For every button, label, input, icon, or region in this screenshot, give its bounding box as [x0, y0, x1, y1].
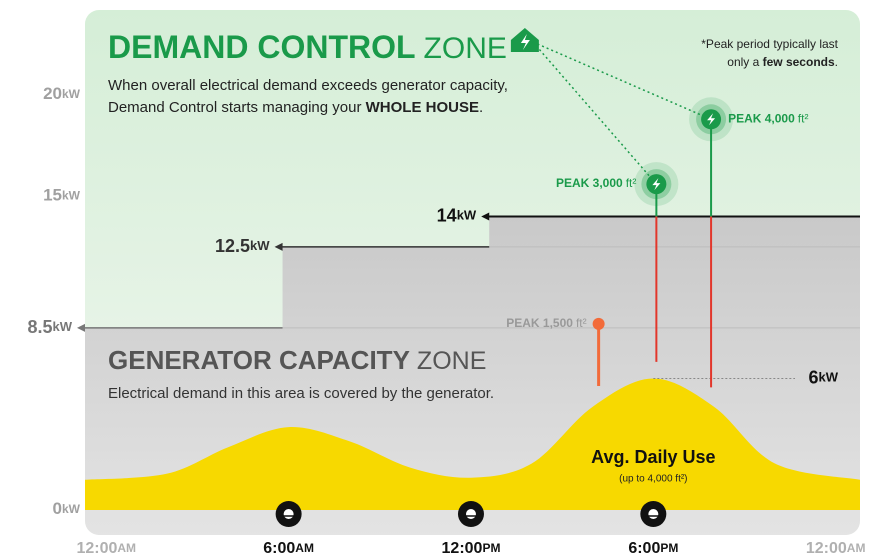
x-tick-label-part: 12:00 — [442, 540, 483, 557]
area — [85, 378, 860, 510]
demand-text-part: WHOLE HOUSE — [366, 99, 479, 116]
y-tick-label-part: kW — [62, 502, 81, 516]
peak-label-part: ft² — [798, 111, 809, 125]
house-bolt — [520, 34, 530, 50]
peak-label-part: PEAK 1,500 — [506, 316, 573, 330]
x-tick-label-part: 6:00 — [628, 540, 660, 557]
capacity-label-part: kW — [53, 319, 73, 334]
y-tick-label-part: 0 — [53, 499, 62, 518]
legend-label: Avg. Daily Use — [591, 447, 715, 467]
x-tick-label-part: 12:00 — [806, 540, 847, 557]
capacity-label-part: kW — [457, 208, 477, 223]
time-icon-sun — [283, 509, 294, 519]
x-tick-label: 6:00PM — [628, 540, 678, 557]
capacity-label-part: kW — [250, 238, 270, 253]
capacity-label-part: 14 — [437, 205, 457, 225]
peak-label: PEAK 1,500 ft² — [506, 316, 586, 330]
generator-title: GENERATOR CAPACITY ZONE — [108, 345, 486, 375]
y-tick-label-part: kW — [62, 188, 81, 202]
footnote-part: only a — [727, 55, 762, 69]
x-tick-label-part: AM — [295, 541, 314, 555]
x-tick-label: 12:00PM — [442, 540, 501, 557]
x-tick-label-part: AM — [117, 541, 136, 555]
time-icon-sun — [648, 509, 659, 519]
peak-dot — [592, 317, 605, 330]
generator-title-part: GENERATOR CAPACITY — [108, 345, 410, 375]
arrow-head — [481, 212, 490, 221]
y-tick-label-part: kW — [62, 87, 81, 101]
peak-label: PEAK 4,000 ft² — [728, 111, 808, 125]
arrow-head — [77, 323, 85, 332]
demand-text: When overall electrical demand exceeds g… — [108, 77, 508, 94]
y-tick-label-part: 15 — [43, 186, 62, 205]
legend-note: (up to 4,000 ft²) — [619, 474, 687, 485]
x-tick-label: 12:00AM — [76, 540, 136, 557]
avg-peak-label: 6kW — [808, 367, 838, 387]
x-tick-label: 6:00AM — [263, 540, 314, 557]
peak-label-part: PEAK 4,000 — [728, 111, 795, 125]
x-tick-label: 12:00AM — [806, 540, 866, 557]
x-tick-label-part: 12:00 — [76, 540, 117, 557]
y-tick-label-part: 20 — [43, 84, 62, 103]
footnote-part: . — [835, 55, 838, 69]
demand-title: DEMAND CONTROL ZONE — [108, 29, 507, 65]
capacity-label: 12.5kW — [215, 236, 270, 256]
capacity-label-part: 8.5 — [27, 317, 52, 337]
y-tick-label: 0kW — [53, 499, 81, 518]
footnote: only a few seconds. — [727, 55, 838, 69]
peak-connector — [532, 41, 657, 185]
x-tick-label-part: AM — [847, 541, 866, 555]
peak-bolt — [707, 113, 716, 126]
generator-text: Electrical demand in this area is covere… — [108, 385, 494, 402]
capacity-label-part: 12.5 — [215, 236, 250, 256]
peak-connector — [532, 41, 712, 120]
peak-label-part: PEAK 3,000 — [556, 176, 623, 190]
demand-title-part: DEMAND CONTROL — [108, 29, 416, 65]
demand-text: Demand Control starts managing your WHOL… — [108, 99, 483, 116]
demand-text-part: . — [479, 99, 483, 116]
capacity-label: 8.5kW — [27, 317, 72, 337]
demand-text-part: Demand Control starts managing your — [108, 99, 366, 116]
avg-peak-label-part: 6 — [808, 367, 818, 387]
arrow-head — [274, 242, 283, 251]
avg-peak-label-part: kW — [819, 370, 839, 385]
time-icon-sun — [465, 509, 476, 519]
generator-title-part: ZONE — [417, 347, 486, 375]
peak-label-part: ft² — [626, 176, 637, 190]
peak-bolt — [652, 178, 661, 191]
footnote: *Peak period typically last — [701, 37, 838, 51]
x-tick-label-part: 6:00 — [263, 540, 295, 557]
demand-title-part: ZONE — [424, 32, 507, 65]
footnote-part: few seconds — [763, 55, 835, 69]
peak-label: PEAK 3,000 ft² — [556, 176, 636, 190]
peak-label-part: ft² — [576, 316, 587, 330]
y-tick-label: 20kW — [43, 84, 81, 103]
capacity-label: 14kW — [437, 205, 477, 225]
y-tick-label: 15kW — [43, 186, 81, 205]
x-tick-label-part: PM — [482, 541, 500, 555]
x-tick-label-part: PM — [660, 541, 678, 555]
